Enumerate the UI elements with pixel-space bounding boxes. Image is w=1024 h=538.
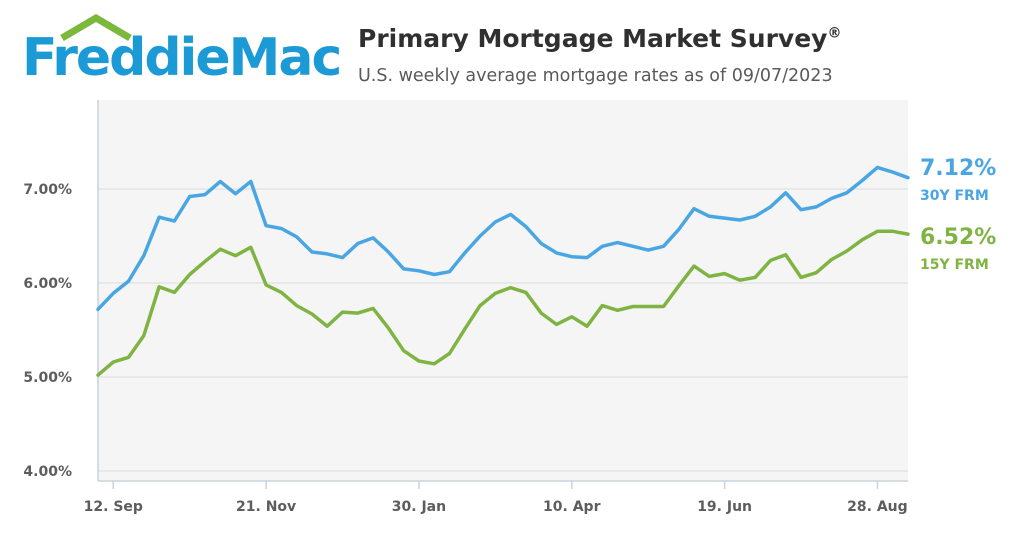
chart-title: Primary Mortgage Market Survey® — [358, 24, 842, 53]
x-tick-label: 28. Aug — [847, 499, 908, 515]
x-tick-label: 21. Nov — [236, 499, 296, 515]
end-value-30y: 7.12% — [920, 156, 996, 181]
logo-roof-icon — [60, 14, 132, 42]
y-axis-ticks: 4.00% 5.00% 6.00% 7.00% — [23, 182, 72, 480]
x-tick-label: 10. Apr — [543, 499, 601, 515]
x-tick-label: 30. Jan — [392, 499, 446, 515]
series-30y-line — [96, 165, 910, 312]
registered-mark: ® — [827, 25, 842, 42]
series-label-15y: 15Y FRM — [920, 257, 989, 273]
freddie-mac-logo: FreddieMac — [22, 14, 342, 94]
x-axis-ticks: 12. Sep 21. Nov 30. Jan 10. Apr 19. Jun 28. A… — [84, 481, 908, 515]
series-label-30y: 30Y FRM — [920, 188, 989, 204]
series-15y-line — [96, 229, 910, 377]
gridlines — [98, 188, 908, 472]
x-tick-label: 12. Sep — [84, 499, 143, 515]
series-end-labels: 7.12% 30Y FRM 6.52% 15Y FRM — [920, 156, 996, 273]
chart-subtitle: U.S. weekly average mortgage rates as of… — [358, 66, 833, 86]
logo-wordmark: FreddieMac — [22, 28, 342, 88]
y-tick-label: 7.00% — [23, 182, 72, 198]
series-lines — [96, 165, 910, 377]
y-tick-label: 6.00% — [23, 276, 72, 292]
axes — [97, 100, 908, 482]
y-tick-label: 5.00% — [23, 370, 72, 386]
x-tick-label: 19. Jun — [697, 499, 752, 515]
end-value-15y: 6.52% — [920, 225, 996, 250]
y-tick-label: 4.00% — [23, 464, 72, 480]
